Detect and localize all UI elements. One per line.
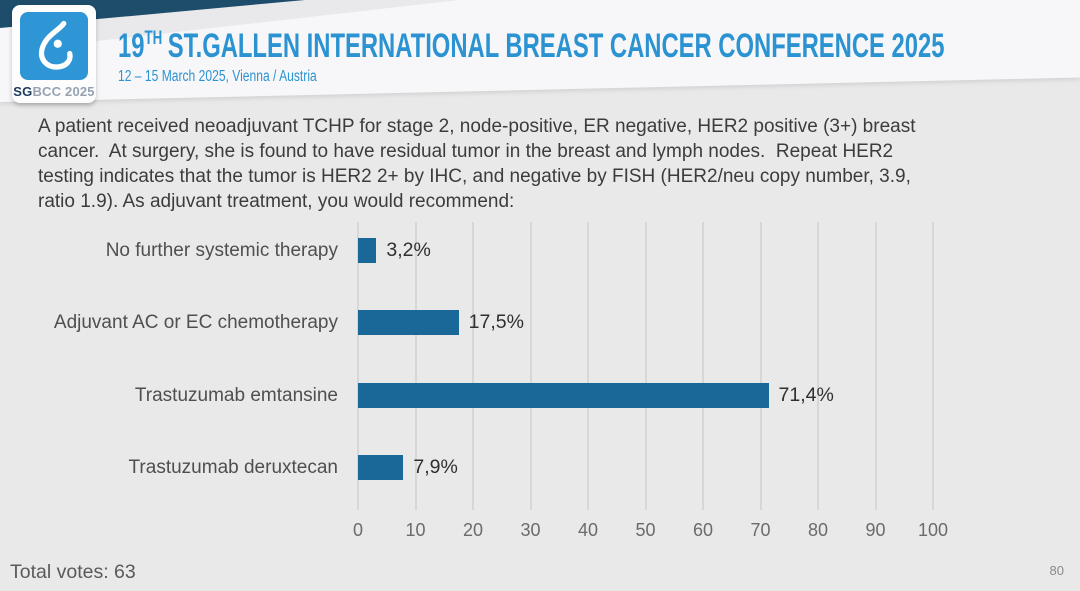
chart-plot-area: 0 10 20 30 40 50 60 70 80 90 100 No further systemi… bbox=[54, 222, 948, 540]
category-label: No further systemic therapy bbox=[105, 240, 338, 261]
x-axis-tick-label: 0 bbox=[352, 520, 364, 540]
x-axis-tick-label: 50 bbox=[635, 520, 656, 540]
gridline bbox=[414, 222, 417, 510]
x-axis-tick-label: 100 bbox=[917, 520, 949, 540]
logo-brand-bold: SG bbox=[13, 84, 33, 99]
gridline bbox=[932, 222, 934, 510]
total-votes-label: Total votes: 63 bbox=[10, 561, 136, 583]
x-axis-tick-label: 90 bbox=[865, 520, 886, 540]
x-axis-tick-label: 60 bbox=[692, 520, 714, 540]
category-label: Trastuzumab emtansine bbox=[134, 384, 338, 406]
header: SGBCC 2025 19TH ST.GALLEN INTERNATIONAL B… bbox=[0, 0, 1080, 110]
x-axis-tick-label: 70 bbox=[750, 520, 771, 540]
bar-value-label: 71,4% bbox=[778, 383, 834, 406]
gridline bbox=[759, 222, 762, 510]
bar bbox=[358, 382, 769, 408]
x-axis-tick-label: 80 bbox=[807, 520, 829, 540]
question-line: ratio 1.9). As adjuvant treatment, you w… bbox=[38, 191, 515, 212]
page-number: 80 bbox=[1049, 563, 1064, 578]
logo-brand-text: SGBCC 2025 bbox=[13, 84, 94, 99]
gridline bbox=[702, 222, 704, 510]
question-line: cancer. At surgery, she is found to have… bbox=[38, 141, 894, 162]
title-number: 19 bbox=[118, 27, 145, 65]
bar bbox=[358, 310, 459, 336]
gridline bbox=[817, 222, 819, 510]
bar-value-label: 17,5% bbox=[468, 311, 524, 334]
poll-question: A patient received neoadjuvant TCHP for … bbox=[38, 114, 916, 214]
x-axis-tick-label: 20 bbox=[462, 520, 484, 540]
gridline bbox=[529, 222, 532, 510]
gridline bbox=[472, 222, 474, 510]
bar-value-label: 3,2% bbox=[386, 239, 431, 261]
gridline bbox=[587, 222, 589, 510]
conference-subtitle: 12 – 15 March 2025, Vienna / Austria bbox=[118, 68, 317, 85]
gridline bbox=[644, 222, 647, 510]
sgbcc-breast-icon bbox=[20, 12, 88, 80]
breast-icon bbox=[39, 20, 73, 70]
sgbcc-logo: SGBCC 2025 bbox=[12, 5, 96, 103]
bar-value-label: 7,9% bbox=[413, 455, 458, 478]
bar bbox=[358, 454, 404, 480]
category-label: Adjuvant AC or EC chemotherapy bbox=[53, 312, 338, 334]
gridline bbox=[357, 222, 359, 510]
title-superscript: TH bbox=[144, 28, 163, 49]
question-line: testing indicates that the tumor is HER2… bbox=[38, 166, 911, 187]
title-main: ST.GALLEN INTERNATIONAL BREAST CANCER CO… bbox=[167, 27, 945, 65]
gridline bbox=[874, 222, 877, 510]
conference-title: 19TH ST.GALLEN INTERNATIONAL BREAST CANCE… bbox=[118, 22, 944, 63]
x-axis-tick-label: 30 bbox=[520, 520, 541, 540]
x-axis-tick-label: 40 bbox=[577, 520, 599, 540]
logo-brand-rest: BCC 2025 bbox=[32, 84, 95, 99]
bar bbox=[358, 238, 377, 263]
question-line: A patient received neoadjuvant TCHP for … bbox=[38, 116, 916, 137]
header-text: 19TH ST.GALLEN INTERNATIONAL BREAST CANCE… bbox=[118, 22, 1080, 86]
x-axis-tick-label: 10 bbox=[405, 520, 426, 540]
category-label: Trastuzumab deruxtecan bbox=[128, 456, 338, 478]
